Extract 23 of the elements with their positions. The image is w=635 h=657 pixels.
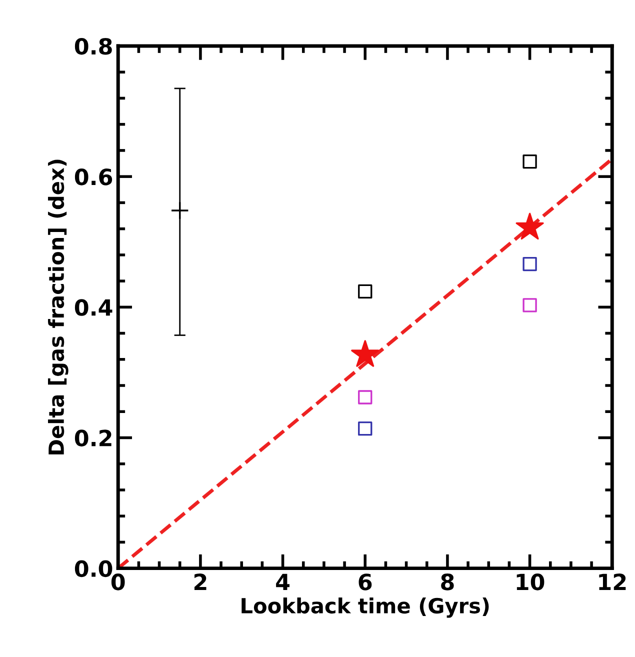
y-tick-label: 0.0	[74, 560, 112, 578]
point	[170, 201, 190, 220]
x-tick-label: 2	[194, 574, 206, 590]
y-tick-label: 0.4	[74, 299, 112, 316]
point	[358, 390, 372, 404]
point	[358, 284, 372, 299]
point	[522, 154, 537, 169]
point	[358, 422, 372, 436]
point	[522, 298, 537, 312]
point	[522, 256, 537, 272]
x-axis-title: Lookback time (Gyrs)	[242, 597, 489, 618]
x-tick-label: 12	[599, 574, 626, 590]
point	[351, 340, 380, 367]
y-tick-label: 0.8	[74, 38, 112, 55]
x-tick-label: 10	[516, 574, 544, 590]
y-axis-title: Delta [gas fraction] (dex)	[48, 160, 68, 454]
x-tick-label: 0	[111, 574, 125, 590]
x-tick-label: 8	[441, 574, 454, 590]
point	[516, 212, 544, 240]
x-tick-label: 6	[358, 574, 372, 590]
x-tick-label: 4	[276, 574, 290, 590]
y-tick-label: 0.2	[74, 430, 112, 446]
y-tick-label: 0.6	[74, 168, 112, 186]
